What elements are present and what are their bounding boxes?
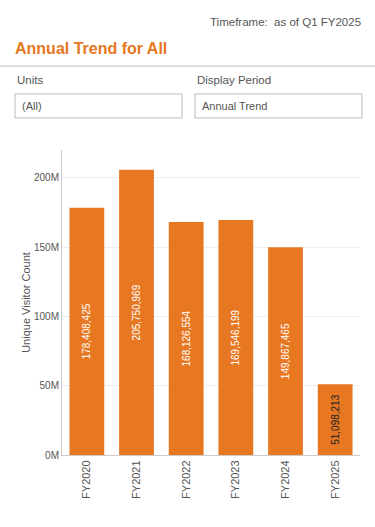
svg-text:178,408,425: 178,408,425 <box>81 303 92 359</box>
svg-text:FY2020: FY2020 <box>80 460 92 499</box>
svg-text:FY2021: FY2021 <box>130 460 142 499</box>
svg-text:Units: Units <box>17 74 43 86</box>
svg-text:0M: 0M <box>45 450 59 461</box>
svg-text:200M: 200M <box>34 172 59 183</box>
svg-text:FY2023: FY2023 <box>229 460 241 499</box>
svg-text:FY2024: FY2024 <box>279 460 291 499</box>
svg-text:100M: 100M <box>34 311 59 322</box>
svg-text:Annual Trend for All: Annual Trend for All <box>15 40 167 57</box>
svg-text:169,546,199: 169,546,199 <box>230 309 241 365</box>
svg-text:149,867,465: 149,867,465 <box>280 323 291 379</box>
svg-text:205,750,969: 205,750,969 <box>131 284 142 340</box>
svg-text:51,098,213: 51,098,213 <box>330 394 341 444</box>
svg-text:Display Period: Display Period <box>197 74 271 86</box>
svg-text:150M: 150M <box>34 242 59 253</box>
svg-text:Timeframe: as of Q1 FY2025: Timeframe: as of Q1 FY2025 <box>210 16 361 28</box>
svg-text:FY2022: FY2022 <box>180 460 192 499</box>
svg-text:168,126,554: 168,126,554 <box>181 310 192 366</box>
svg-text:Annual Trend: Annual Trend <box>202 100 267 112</box>
svg-text:Unique Visitor Count: Unique Visitor Count <box>20 252 32 353</box>
svg-text:50M: 50M <box>40 380 59 391</box>
svg-text:FY2025: FY2025 <box>329 460 341 499</box>
svg-text:(All): (All) <box>22 100 42 112</box>
